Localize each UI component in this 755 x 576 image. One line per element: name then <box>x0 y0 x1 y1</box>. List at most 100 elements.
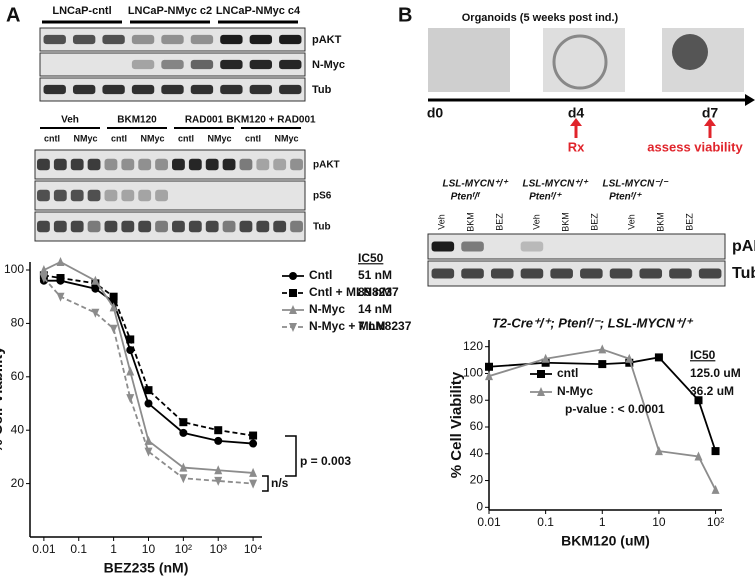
lane-label: cntl <box>111 133 127 143</box>
blot-band <box>72 34 96 45</box>
series-line <box>43 279 254 445</box>
panel-label: B <box>398 4 412 26</box>
y-tick-label: 0 <box>476 499 483 513</box>
legend-marker <box>289 272 297 280</box>
blot-band <box>550 268 573 279</box>
chart-title: T2-Cre⁺/⁺; Ptenᶠ/⁻; LSL-MYCN⁺/⁺ <box>492 315 694 330</box>
legend-label: N-Myc <box>309 302 345 316</box>
legend-ic50: 125.0 uM <box>690 366 741 380</box>
data-point <box>598 344 607 354</box>
lane-label: Veh <box>626 214 636 230</box>
organoid-title: Organoids (5 weeks post ind.) <box>462 12 619 24</box>
data-point <box>109 292 118 301</box>
group-label: RAD001 <box>185 115 224 126</box>
blot-band <box>249 84 273 95</box>
genotype-label: LSL-MYCN⁺/⁺ <box>523 179 590 190</box>
data-point <box>109 302 118 312</box>
data-point <box>56 257 65 266</box>
blot-band <box>53 158 67 171</box>
blot-band <box>37 158 50 171</box>
data-point <box>126 346 135 355</box>
lane-label: BKM <box>655 212 665 232</box>
data-point <box>541 358 550 367</box>
data-point <box>249 467 258 477</box>
legend-header: IC50 <box>690 348 716 362</box>
blot-band <box>490 268 514 279</box>
blot-band <box>222 220 236 233</box>
blot-band <box>461 268 484 279</box>
lane-label: BEZ <box>684 213 694 231</box>
blot-band <box>138 158 152 171</box>
blot-band <box>188 220 202 233</box>
y-tick-label: 20 <box>470 473 484 487</box>
day-label: d7 <box>702 105 719 121</box>
blot-band <box>155 158 168 171</box>
readout-label: assess viability <box>647 139 743 154</box>
panel-label: A <box>6 4 20 26</box>
legend-label: N-Myc + MLN8237 <box>309 319 412 333</box>
group-label: BKM120 <box>117 115 157 126</box>
data-point <box>485 371 493 381</box>
blot-band <box>43 34 66 45</box>
data-point <box>56 274 65 283</box>
blot-band <box>70 220 84 233</box>
x-tick-label: 10² <box>707 515 724 529</box>
blot-band <box>37 189 50 202</box>
x-axis-label: BKM120 (uM) <box>561 533 650 549</box>
row-label: pAKT <box>313 160 340 171</box>
blot-band <box>70 158 84 171</box>
organoid-image <box>543 28 625 92</box>
lane-label: cntl <box>245 133 261 143</box>
lane-label: NMyc <box>73 133 97 143</box>
x-tick-label: 10 <box>652 515 666 529</box>
genotype-label: Ptenᶠ/⁺ <box>609 192 643 203</box>
red-arrow <box>704 118 716 126</box>
annotation: p = 0.003 <box>300 454 351 468</box>
legend-marker <box>289 323 297 332</box>
legend-ic50: 14 nM <box>358 302 392 316</box>
row-label: N-Myc <box>312 59 345 71</box>
data-point <box>694 396 703 405</box>
y-tick-label: 40 <box>11 422 25 436</box>
x-tick-label: 0.01 <box>32 542 56 556</box>
blot-band <box>161 59 184 70</box>
blot-band <box>72 84 96 95</box>
red-arrow <box>570 118 582 126</box>
lane-label: NMyc <box>140 133 164 143</box>
data-point <box>711 484 720 494</box>
blot-band <box>104 189 118 202</box>
data-point <box>654 446 663 456</box>
blot-band <box>220 59 243 70</box>
y-tick-label: 20 <box>11 476 25 490</box>
organoid-image <box>428 28 510 92</box>
organoid-image <box>552 34 608 90</box>
legend-marker <box>289 305 297 314</box>
lane-label: Veh <box>531 214 541 230</box>
y-axis-label: % Cell Viability <box>0 346 6 453</box>
treatment-label: Rx <box>568 139 585 154</box>
data-point <box>91 275 100 285</box>
lane-label: BEZ <box>494 213 504 231</box>
blot-band <box>222 158 236 171</box>
data-point <box>144 386 153 395</box>
data-point <box>179 418 188 427</box>
data-point <box>91 308 100 318</box>
blot-band <box>131 34 155 45</box>
blot-band <box>121 158 135 171</box>
data-point <box>214 465 223 475</box>
data-point <box>126 366 135 376</box>
blot-band <box>138 189 152 202</box>
y-tick-label: 80 <box>11 316 25 330</box>
data-point <box>39 274 48 284</box>
blot-band <box>239 220 253 233</box>
x-tick-label: 0.1 <box>70 542 87 556</box>
blot-band <box>102 34 125 45</box>
row-label: Tub <box>732 265 755 282</box>
annotation: n/s <box>271 476 289 490</box>
blot-band <box>279 34 302 45</box>
blot-band <box>256 220 270 233</box>
legend-label: cntl <box>557 366 578 380</box>
blot-band <box>431 241 455 252</box>
blot-band <box>239 158 253 171</box>
